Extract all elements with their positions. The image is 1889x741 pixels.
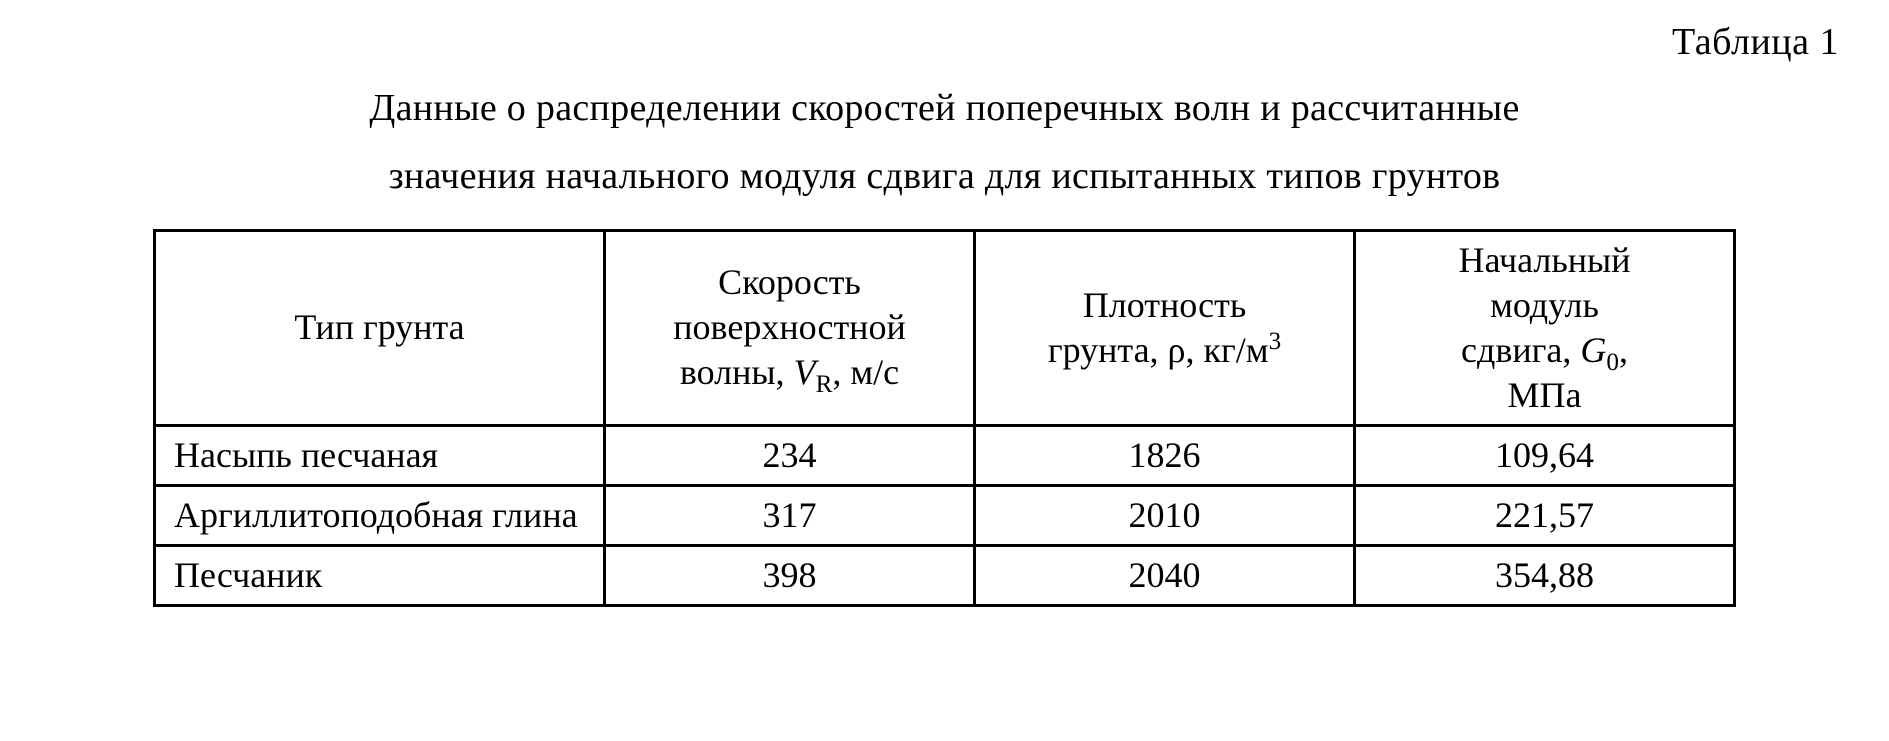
cell-soil-type: Аргиллитоподобная глина <box>155 485 605 545</box>
cell-density: 2010 <box>975 485 1355 545</box>
header-text: , м/с <box>832 352 899 392</box>
table-header: Тип грунта Скорость поверхностной волны,… <box>155 230 1735 425</box>
header-text: МПа <box>1508 375 1582 415</box>
header-text: , <box>1619 330 1628 370</box>
cell-density: 1826 <box>975 425 1355 485</box>
header-text: Начальный <box>1458 240 1630 280</box>
cell-soil-type: Песчаник <box>155 545 605 605</box>
header-text: волны, <box>680 352 794 392</box>
header-text: Плотность <box>1083 285 1247 325</box>
header-var: G <box>1580 330 1606 370</box>
cell-density: 2040 <box>975 545 1355 605</box>
col-header-wave-velocity: Скорость поверхностной волны, VR, м/с <box>605 230 975 425</box>
header-text: поверхностной <box>673 307 905 347</box>
header-text: Скорость <box>718 262 861 302</box>
table-body: Насыпь песчаная 234 1826 109,64 Аргиллит… <box>155 425 1735 605</box>
header-sub: R <box>816 371 833 398</box>
page: Таблица 1 Данные о распределении скорост… <box>0 0 1889 637</box>
table-row: Насыпь песчаная 234 1826 109,64 <box>155 425 1735 485</box>
cell-modulus: 354,88 <box>1355 545 1735 605</box>
caption-line-1: Данные о распределении скоростей попереч… <box>45 74 1845 142</box>
soil-data-table: Тип грунта Скорость поверхностной волны,… <box>153 229 1736 607</box>
table-caption: Данные о распределении скоростей попереч… <box>45 74 1845 211</box>
header-var: V <box>794 352 816 392</box>
cell-velocity: 398 <box>605 545 975 605</box>
table-row: Аргиллитоподобная глина 317 2010 221,57 <box>155 485 1735 545</box>
table-header-row: Тип грунта Скорость поверхностной волны,… <box>155 230 1735 425</box>
cell-modulus: 221,57 <box>1355 485 1735 545</box>
header-text: грунта, ρ, кг/м <box>1048 330 1269 370</box>
header-text: сдвига, <box>1461 330 1580 370</box>
header-sup: 3 <box>1269 328 1282 355</box>
caption-line-2: значения начального модуля сдвига для ис… <box>45 142 1845 210</box>
table-row: Песчаник 398 2040 354,88 <box>155 545 1735 605</box>
cell-velocity: 234 <box>605 425 975 485</box>
cell-soil-type: Насыпь песчаная <box>155 425 605 485</box>
table-number-label: Таблица 1 <box>40 20 1839 64</box>
cell-velocity: 317 <box>605 485 975 545</box>
col-header-density: Плотность грунта, ρ, кг/м3 <box>975 230 1355 425</box>
col-header-soil-type: Тип грунта <box>155 230 605 425</box>
col-header-shear-modulus: Начальный модуль сдвига, G0, МПа <box>1355 230 1735 425</box>
header-text: модуль <box>1490 285 1599 325</box>
header-sub: 0 <box>1606 349 1619 376</box>
cell-modulus: 109,64 <box>1355 425 1735 485</box>
